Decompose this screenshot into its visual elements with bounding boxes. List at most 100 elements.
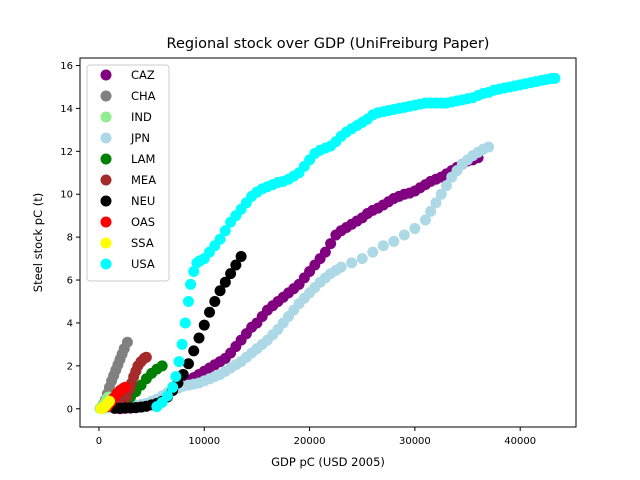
data-point [398, 229, 410, 241]
x-tick-label: 10000 [188, 436, 220, 447]
data-point [198, 319, 210, 331]
legend-marker [100, 237, 112, 249]
x-tick-label: 20000 [294, 436, 326, 447]
y-tick-label: 2 [67, 361, 73, 372]
data-point [167, 381, 179, 393]
y-axis-label: Steel stock pC (t) [31, 193, 45, 292]
data-point [409, 223, 421, 235]
data-point [367, 246, 379, 258]
data-point [440, 180, 452, 192]
data-point [193, 332, 205, 344]
data-point [204, 306, 216, 318]
data-point [346, 257, 358, 269]
data-point [188, 265, 200, 277]
data-point [235, 250, 247, 262]
x-axis: 0 10000 20000 30000 40000 [96, 427, 536, 447]
legend-marker [100, 258, 112, 270]
data-point [225, 268, 237, 280]
data-point [209, 296, 221, 307]
legend-marker [100, 90, 112, 102]
chart-title: Regional stock over GDP (UniFreiburg Pap… [167, 36, 490, 52]
data-point [325, 238, 337, 250]
data-point [319, 246, 331, 258]
y-tick-label: 12 [60, 147, 73, 158]
data-point [435, 188, 447, 200]
x-tick-label: 30000 [399, 436, 431, 447]
data-point [219, 276, 231, 288]
legend-label: NEU [131, 194, 155, 208]
data-point [549, 72, 561, 84]
legend-box [86, 64, 170, 282]
x-tick-label: 0 [96, 436, 102, 447]
data-point [185, 278, 197, 290]
legend-item-usa: USA [100, 257, 155, 271]
legend-marker [100, 174, 112, 186]
data-point [377, 240, 389, 252]
y-tick-label: 0 [67, 404, 73, 415]
series-usa [151, 72, 561, 413]
data-point [219, 225, 231, 237]
data-point [214, 285, 226, 297]
legend-label: SSA [131, 236, 154, 250]
data-point [230, 259, 242, 271]
legend-items: CAZ CHA IND JPN LAM MEA NEU OAS SSA USA [100, 68, 156, 271]
data-point [121, 336, 133, 348]
legend-label: IND [131, 110, 152, 124]
data-point [179, 317, 191, 329]
x-axis-label: GDP pC (USD 2005) [271, 455, 385, 469]
legend-label: OAS [131, 215, 155, 229]
legend-item-caz: CAZ [100, 68, 155, 82]
legend-marker [100, 111, 112, 123]
y-tick-label: 6 [67, 276, 73, 287]
data-point [388, 235, 400, 247]
y-tick-label: 8 [67, 233, 73, 244]
legend-item-jpn: JPN [100, 131, 150, 145]
legend-item-ind: IND [100, 110, 152, 124]
plot-frame [79, 57, 577, 428]
legend-item-neu: NEU [100, 194, 155, 208]
y-tick-label: 14 [60, 104, 73, 115]
series-ssa [95, 395, 115, 415]
data-point [430, 197, 442, 209]
legend-item-oas: OAS [100, 215, 155, 229]
legend-label: CAZ [131, 68, 155, 82]
series-caz [114, 152, 484, 415]
data-point [182, 358, 194, 370]
y-axis: 0 2 4 6 8 10 12 14 16 [60, 61, 80, 415]
y-tick-label: 4 [67, 318, 73, 329]
x-tick-label: 40000 [504, 436, 536, 447]
data-point [103, 395, 115, 407]
data-point [188, 345, 200, 357]
data-point [170, 371, 182, 383]
legend-label: JPN [130, 131, 150, 145]
legend-item-ssa: SSA [100, 236, 154, 250]
points-layer [94, 72, 561, 415]
legend-label: MEA [131, 173, 156, 187]
legend-marker [100, 153, 112, 165]
data-point [161, 390, 173, 402]
legend: CAZ CHA IND JPN LAM MEA NEU OAS SSA USA [86, 64, 170, 282]
legend-marker [100, 216, 112, 228]
series-jpn [98, 141, 495, 414]
y-tick-label: 16 [60, 61, 73, 72]
data-point [173, 356, 185, 368]
data-point [356, 253, 368, 265]
data-point [214, 233, 226, 245]
y-tick-label: 10 [60, 190, 73, 201]
legend-marker [100, 195, 112, 207]
legend-marker [100, 132, 112, 144]
legend-item-cha: CHA [100, 89, 156, 103]
legend-label: LAM [131, 152, 155, 166]
data-point [425, 205, 437, 217]
data-point [140, 351, 152, 363]
legend-label: CHA [131, 89, 156, 103]
legend-marker [100, 69, 112, 81]
data-point [176, 338, 188, 350]
data-point [182, 296, 194, 307]
data-point [483, 141, 495, 153]
data-point [419, 214, 431, 226]
data-point [335, 261, 347, 273]
legend-label: USA [131, 257, 155, 271]
legend-item-lam: LAM [100, 152, 155, 166]
